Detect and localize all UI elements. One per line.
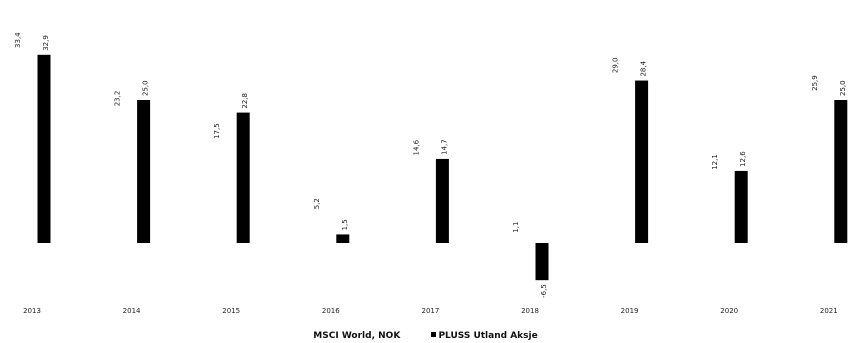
data-label-pluss-utland-aksje-2017: 14,7 — [440, 139, 448, 155]
data-label-pluss-utland-aksje-2018: -6,5 — [540, 284, 548, 298]
data-label-pluss-utland-aksje-2021: 25,0 — [839, 80, 847, 96]
chart-legend: MSCI World, NOK PLUSS Utland Aksje — [0, 331, 851, 341]
bar-pluss-utland-aksje-2018 — [535, 243, 549, 281]
data-label-pluss-utland-aksje-2016: 1,5 — [341, 219, 349, 230]
legend-swatch-pluss-utland-aksje — [431, 332, 437, 337]
data-label-msci-world-2016: 5,2 — [313, 198, 321, 209]
legend-item-msci-world: MSCI World, NOK — [313, 331, 400, 341]
bar-pluss-utland-aksje-2020 — [734, 170, 748, 243]
data-label-msci-world-2021: 25,9 — [811, 75, 819, 91]
bar-pluss-utland-aksje-2016 — [336, 234, 350, 243]
bar-pluss-utland-aksje-2015 — [236, 112, 250, 243]
bar-pluss-utland-aksje-2019 — [635, 80, 649, 243]
x-tick-label-2016: 2016 — [322, 307, 340, 315]
data-label-pluss-utland-aksje-2014: 25,0 — [142, 80, 150, 96]
x-tick-label-2020: 2020 — [720, 307, 738, 315]
bar-pluss-utland-aksje-2013 — [37, 54, 51, 244]
legend-item-pluss-utland-aksje: PLUSS Utland Aksje — [431, 331, 538, 341]
data-label-pluss-utland-aksje-2015: 22,8 — [241, 93, 249, 109]
data-label-pluss-utland-aksje-2013: 32,9 — [42, 35, 50, 51]
data-label-pluss-utland-aksje-2020: 12,6 — [739, 151, 747, 167]
data-label-msci-world-2013: 33,4 — [14, 32, 22, 48]
data-label-msci-world-2018: 1,1 — [512, 222, 520, 233]
x-tick-label-2017: 2017 — [421, 307, 439, 315]
bar-pluss-utland-aksje-2014 — [137, 100, 151, 243]
bar-pluss-utland-aksje-2017 — [435, 158, 449, 243]
x-tick-label-2015: 2015 — [222, 307, 240, 315]
data-label-msci-world-2015: 17,5 — [213, 123, 221, 139]
x-tick-label-2019: 2019 — [621, 307, 639, 315]
legend-label-pluss-utland-aksje: PLUSS Utland Aksje — [438, 331, 538, 341]
x-tick-label-2014: 2014 — [123, 307, 141, 315]
data-label-msci-world-2014: 23,2 — [114, 91, 122, 107]
x-tick-label-2021: 2021 — [820, 307, 838, 315]
legend-label-msci-world: MSCI World, NOK — [313, 331, 401, 341]
data-label-pluss-utland-aksje-2019: 28,4 — [640, 60, 648, 76]
data-label-msci-world-2020: 12,1 — [711, 154, 719, 170]
x-tick-label-2013: 2013 — [23, 307, 41, 315]
data-label-msci-world-2017: 14,6 — [412, 139, 420, 155]
data-label-msci-world-2019: 29,0 — [612, 58, 620, 74]
x-tick-label-2018: 2018 — [521, 307, 539, 315]
bar-pluss-utland-aksje-2021 — [834, 100, 848, 243]
